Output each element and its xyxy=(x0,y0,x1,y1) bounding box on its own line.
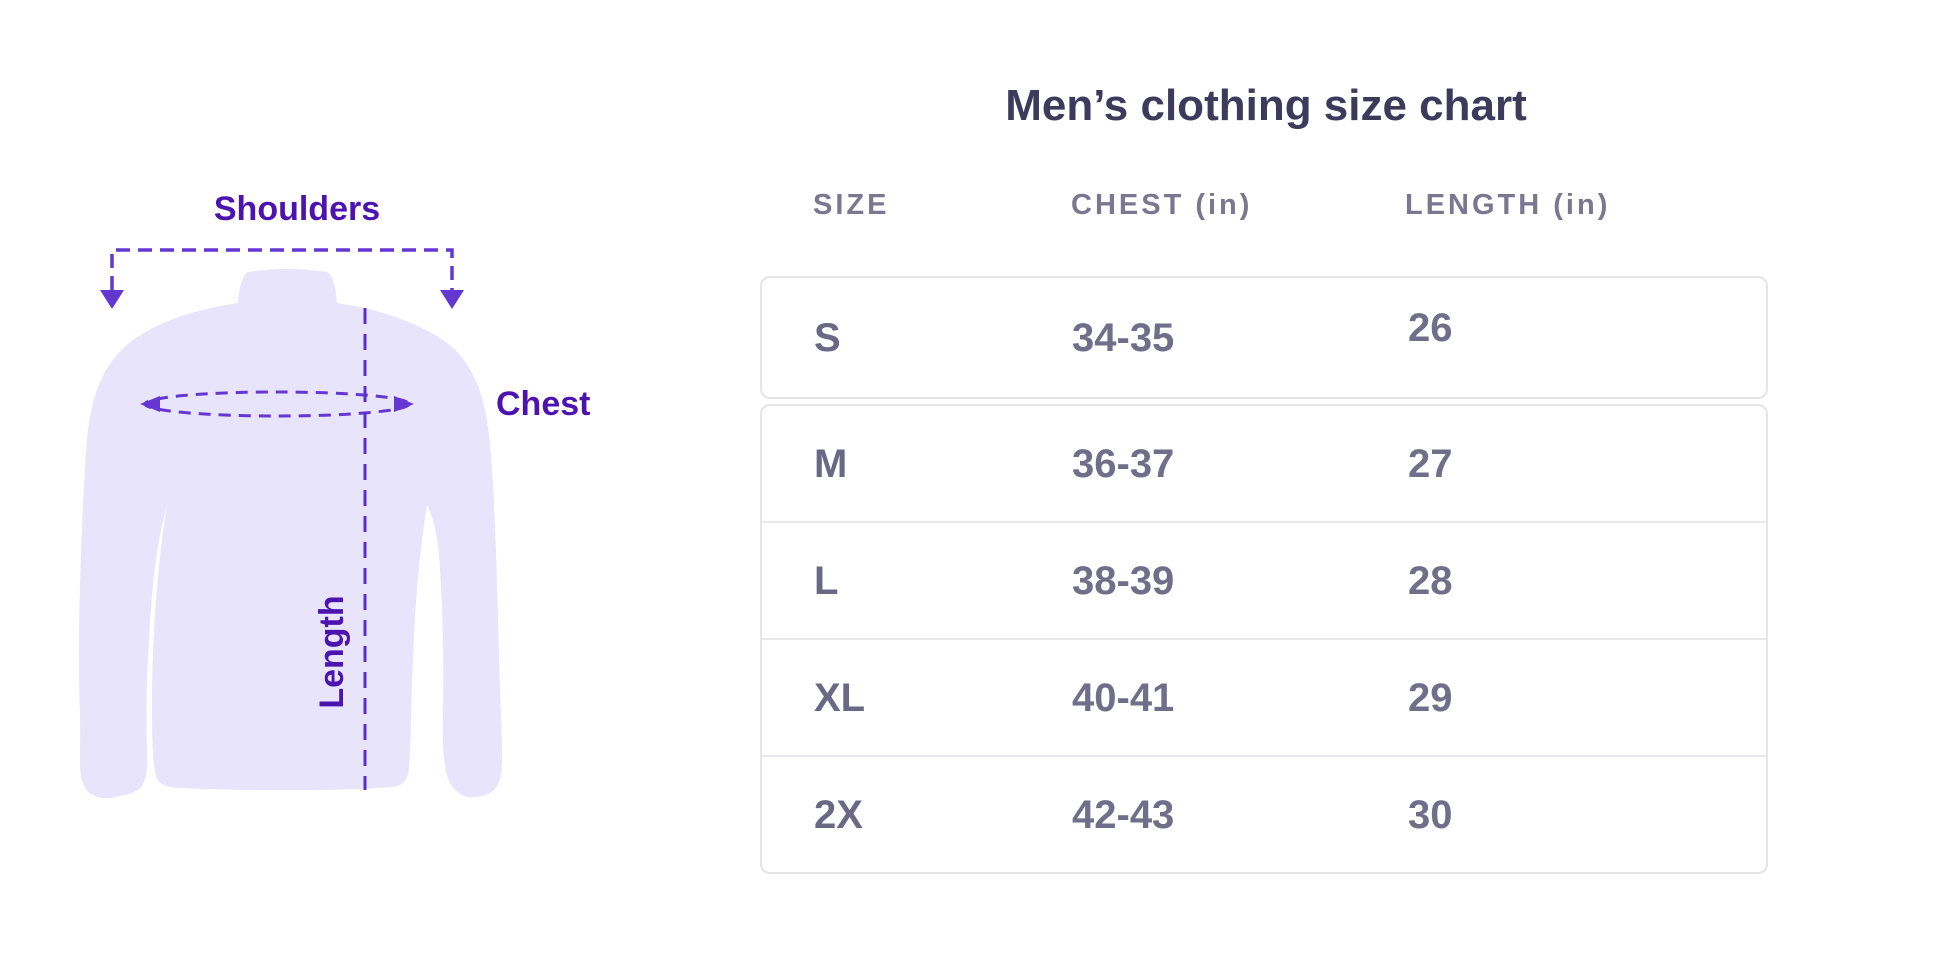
length-value: 29 xyxy=(1408,675,1453,720)
size-value: L xyxy=(814,558,839,603)
column-header-size: SIZE xyxy=(813,189,890,221)
length-label: Length xyxy=(313,595,351,709)
length-value: 28 xyxy=(1408,558,1453,603)
chest-value: 42-43 xyxy=(1072,792,1175,837)
chest-value: 40-41 xyxy=(1072,675,1175,720)
table-row: S 34-35 26 xyxy=(762,278,1766,397)
table-row: M 36-37 27 xyxy=(762,406,1766,521)
length-value: 26 xyxy=(1408,305,1453,350)
length-value: 27 xyxy=(1408,441,1453,486)
shirt-silhouette xyxy=(78,269,503,799)
chest-label: Chest xyxy=(496,385,591,423)
chest-value: 38-39 xyxy=(1072,558,1175,603)
size-value: 2X xyxy=(814,792,863,837)
shoulders-arrow-icons xyxy=(100,290,464,309)
size-value: XL xyxy=(814,675,866,720)
column-header-length: LENGTH (in) xyxy=(1405,189,1611,221)
page-title: Men’s clothing size chart xyxy=(1005,81,1527,130)
column-header-chest: CHEST (in) xyxy=(1071,189,1253,221)
chest-arrow-icons xyxy=(140,396,414,412)
chest-ellipse xyxy=(143,390,411,418)
table-row: 2X 42-43 30 xyxy=(762,755,1766,872)
table-row: L 38-39 28 xyxy=(762,521,1766,638)
chest-value: 34-35 xyxy=(1072,315,1175,360)
chest-value: 36-37 xyxy=(1072,441,1175,486)
size-value: S xyxy=(814,315,841,360)
table-row: XL 40-41 29 xyxy=(762,638,1766,755)
shoulders-bracket xyxy=(110,248,454,290)
size-table-first-row-box: S 34-35 26 xyxy=(760,276,1768,399)
length-value: 30 xyxy=(1408,792,1453,837)
size-value: M xyxy=(814,441,848,486)
shoulders-label: Shoulders xyxy=(213,190,381,228)
size-table-rows-box: M 36-37 27 L 38-39 28 XL 40-41 29 2X 42-… xyxy=(760,404,1768,874)
